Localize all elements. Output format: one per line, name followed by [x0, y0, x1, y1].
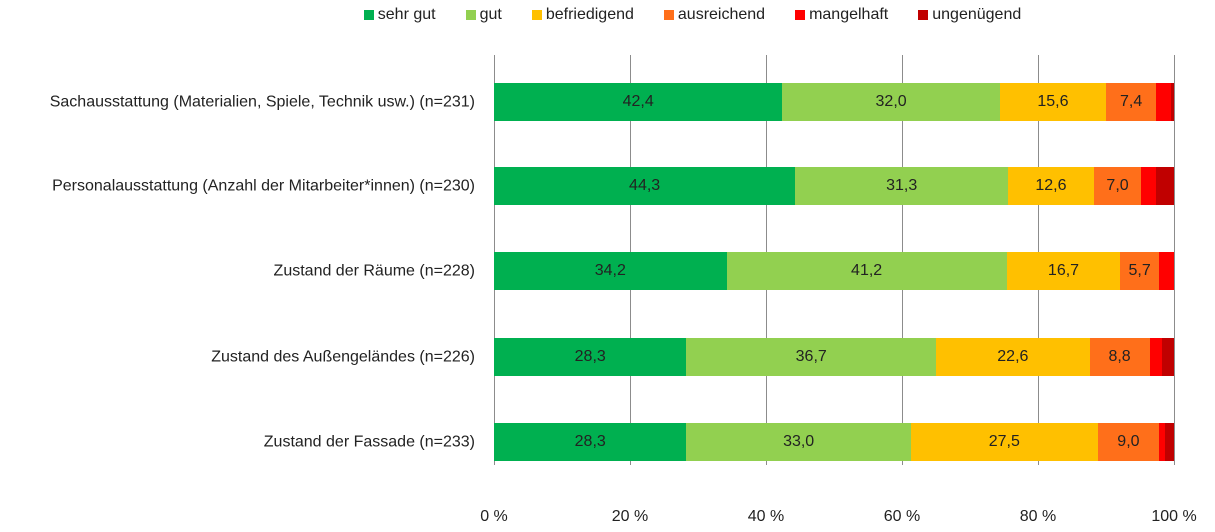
data-label: 22,6 [997, 348, 1029, 365]
bar-segment: 31,3 [795, 167, 1009, 205]
data-label: 8,8 [1108, 348, 1131, 365]
x-tick-label: 0 % [480, 508, 508, 525]
bar-segment: 12,6 [1008, 167, 1094, 205]
data-label: 12,6 [1035, 177, 1067, 194]
data-label: 28,3 [574, 348, 606, 365]
category-label: Zustand der Räume (n=228) [5, 260, 475, 283]
data-label: 42,4 [622, 93, 654, 110]
data-label: 33,0 [783, 433, 815, 450]
legend-item: gut [465, 6, 502, 24]
bar-segment: 36,7 [686, 338, 936, 376]
data-label: 7,0 [1106, 177, 1129, 194]
bar-segment: 8,8 [1089, 338, 1150, 376]
data-label: 28,3 [574, 433, 606, 450]
bar-segment [1156, 83, 1172, 121]
data-label: 7,4 [1120, 93, 1143, 110]
category-text: Zustand des Außengeländes (n=226) [211, 348, 475, 366]
x-tick-label: 60 % [883, 508, 921, 525]
legend-label: gut [479, 6, 502, 23]
bar-segment [1141, 167, 1157, 205]
x-tick-label: 40 % [747, 508, 785, 525]
legend-item: mangelhaft [795, 6, 888, 24]
bar-segment: 16,7 [1006, 252, 1121, 290]
bar-segment: 28,3 [494, 423, 687, 461]
bar-segment [1171, 83, 1174, 121]
legend-item: ausreichend [663, 6, 766, 24]
legend-label: mangelhaft [809, 6, 889, 23]
data-label: 16,7 [1047, 262, 1080, 279]
category-text: Sachausstattung (Materialien, Spiele, Te… [49, 93, 475, 111]
bar-segment: 5,7 [1120, 252, 1160, 290]
category-text: Zustand der Fassade (n=233) [263, 433, 475, 451]
data-label: 31,3 [886, 177, 918, 194]
data-label: 36,7 [795, 348, 827, 365]
bar-segment: 32,0 [782, 83, 1000, 121]
legend-swatch [795, 10, 806, 20]
bar-segment: 22,6 [936, 338, 1090, 376]
legend-item: befriedigend [531, 6, 634, 24]
legend-swatch [531, 10, 542, 20]
bar-segment [1149, 338, 1162, 376]
category-label: Zustand des Außengeländes (n=226) [5, 346, 475, 369]
legend-swatch [918, 10, 929, 20]
category-label: Personalausstattung (Anzahl der Mitarbei… [5, 175, 475, 198]
legend-label: sehr gut [377, 6, 436, 23]
data-label: 5,7 [1128, 262, 1151, 279]
bar-segment: 42,4 [494, 83, 783, 121]
bar-segment: 9,0 [1097, 423, 1160, 461]
bar-segment [1159, 423, 1166, 461]
x-tick-label: 20 % [611, 508, 649, 525]
data-label: 27,5 [988, 433, 1020, 450]
legend-label: ungenügend [932, 6, 1022, 23]
legend: sehr gut gut befriedigend ausreichend mangel… [0, 6, 1215, 24]
bar-segment: 34,2 [494, 252, 727, 290]
bar-segment [1161, 338, 1174, 376]
legend-label: befriedigend [545, 6, 634, 23]
x-tick-label: 100 % [1151, 508, 1197, 525]
legend-item: ungenügend [918, 6, 1021, 24]
data-label: 9,0 [1117, 433, 1140, 450]
bar-segment [1165, 423, 1174, 461]
data-label: 15,6 [1037, 93, 1069, 110]
legend-swatch [663, 10, 674, 20]
legend-label: ausreichend [677, 6, 766, 23]
bar-segment: 28,3 [494, 338, 687, 376]
bar-segment: 7,0 [1093, 167, 1142, 205]
bar-segment: 41,2 [726, 252, 1007, 290]
data-label: 41,2 [851, 262, 883, 279]
x-tick-label: 80 % [1019, 508, 1057, 525]
bar-segment [1159, 252, 1174, 290]
grid-line [1174, 55, 1175, 465]
data-label: 34,2 [594, 262, 626, 279]
legend-swatch [465, 10, 476, 20]
bar-segment: 15,6 [999, 83, 1106, 121]
bar-segment: 44,3 [494, 167, 796, 205]
bar-segment: 27,5 [910, 423, 1098, 461]
bar-segment: 33,0 [686, 423, 911, 461]
bar-segment [1156, 167, 1174, 205]
legend-swatch [363, 10, 374, 20]
category-label: Sachausstattung (Materialien, Spiele, Te… [5, 91, 475, 114]
bar-segment: 7,4 [1106, 83, 1157, 121]
category-label: Zustand der Fassade (n=233) [5, 431, 475, 454]
data-label: 32,0 [875, 93, 907, 110]
data-label: 44,3 [629, 177, 661, 194]
category-text: Personalausstattung (Anzahl der Mitarbei… [52, 177, 475, 195]
category-text: Zustand der Räume (n=228) [273, 262, 475, 280]
legend-item: sehr gut [363, 6, 436, 24]
